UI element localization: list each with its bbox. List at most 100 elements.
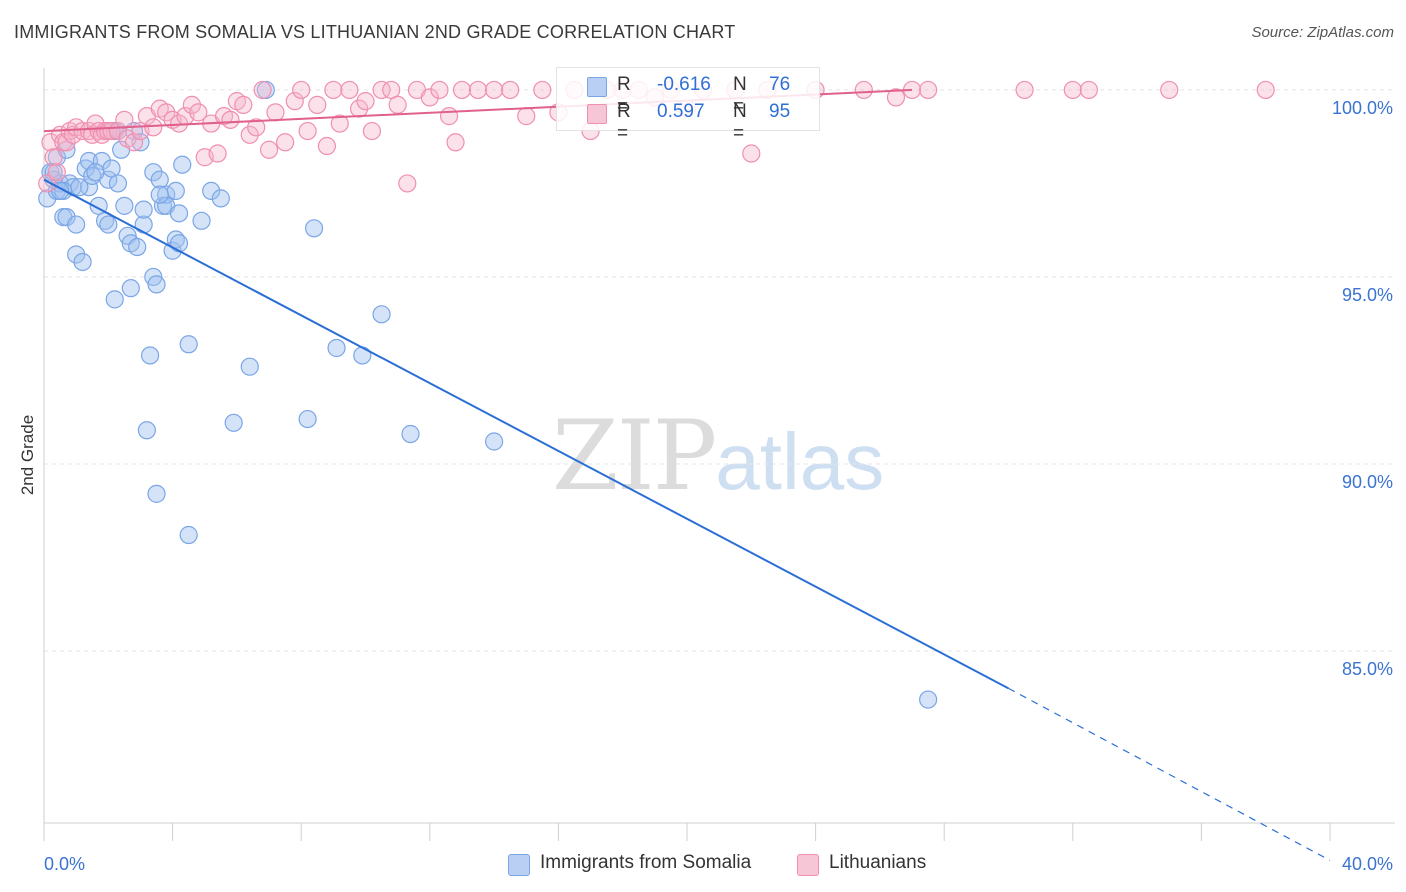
stats-legend: R = -0.616 N = 76 R = 0.597 N = 95 [556,67,820,144]
lithuanian-point [221,110,240,129]
somalia-point [134,200,153,219]
lithuanian-point [420,88,439,107]
legend-r-value-lithuanians: 0.597 [657,101,705,122]
watermark-zip: ZIP [552,400,717,512]
somalia-point [327,338,346,358]
lithuanian-point [57,133,76,152]
somalia-point [99,215,118,234]
somalia-point [163,241,182,260]
somalia-point [73,252,92,272]
lithuanian-point [1079,80,1098,100]
watermark-atlas: atlas [715,417,885,506]
x-tick-label: 40.0% [1342,854,1393,874]
somalia-point [144,163,163,182]
somalia-point [67,245,86,264]
lithuanian-point [285,92,304,111]
lithuanian-point [1063,80,1082,100]
bottom-legend-label-somalia: Immigrants from Somalia [540,852,752,873]
lithuanian-point [430,80,449,100]
somalia-point [169,234,189,253]
somalia-point [108,174,128,193]
legend-swatch-somalia [587,77,607,97]
lithuanian-point [1160,80,1179,100]
lithuanian-point [41,133,60,152]
somalia-trend-line [43,178,1009,690]
somalia-point [485,432,504,451]
lithuanian-point [452,80,472,100]
lithuanian-point [517,107,536,126]
somalia-point [86,163,105,182]
y-tick-label: 95.0% [1342,285,1393,305]
lithuanian-point [356,92,375,111]
somalia-point [115,196,134,215]
somalia-point [79,178,99,197]
somalia-point [192,211,211,230]
lithuanian-point [533,80,552,100]
lithuanian-point [919,80,938,100]
y-tick-label: 85.0% [1342,659,1393,679]
y-tick-label: 90.0% [1342,472,1393,492]
somalia-point [67,215,86,234]
somalia-point [179,525,198,545]
lithuanian-point [324,80,343,100]
legend-n-value-somalia: 76 [769,74,791,95]
lithuanian-point [388,95,407,114]
lithuanian-point [854,80,873,100]
lithuanian-point [240,125,259,144]
somalia-point [224,413,243,432]
somalia-point [147,275,166,294]
source-label: Source: ZipAtlas.com [1251,24,1394,41]
somalia-point [179,335,198,354]
somalia-point [173,155,192,174]
lithuanian-point [298,121,317,141]
somalia-point [121,279,140,298]
legend-r-label: R = [617,101,631,144]
lithuanian-point [308,95,327,114]
legend-swatch-lithuanians [587,104,607,124]
lithuanian-point [247,118,266,137]
y-tick-label: 100.0% [1332,98,1393,118]
lithuanian-point [1256,80,1275,100]
x-tick-label: 0.0% [44,854,85,874]
lithuanian-point [234,95,253,114]
bottom-legend-somalia: Immigrants from Somalia [508,852,752,876]
bottom-legend-swatch-lithuanians [797,854,819,876]
lithuanian-point [485,80,504,100]
somalia-point [169,204,189,223]
lithuanian-point [330,114,349,133]
lithuanian-point [189,103,208,122]
legend-n-label: N = [733,101,747,144]
somalia-point [401,424,420,444]
lithuanian-point [886,88,906,107]
lithuanian-point [124,133,144,152]
lithuanian-point [47,163,66,182]
lithuanian-point [1015,80,1034,100]
lithuanian-point [468,80,488,100]
lithuanian-point [501,80,520,100]
lithuanian-point [253,80,272,100]
somalia-point [166,181,185,201]
somalia-point [372,305,391,324]
legend-n-value-lithuanians: 95 [769,101,791,122]
somalia-point [211,189,230,208]
somalia-point [150,185,169,204]
somalia-point [79,151,99,171]
legend-n-label: N = [733,74,747,117]
lithuanian-point [259,140,279,159]
somalia-point [105,290,124,309]
lithuanian-point [44,148,63,167]
lithuanian-point [398,174,417,193]
somalia-point [304,219,324,238]
bottom-legend-label-lithuanians: Lithuanians [829,852,927,873]
lithuanian-point [157,103,176,122]
somalia-point [140,346,160,365]
watermark: ZIPatlas [552,400,884,512]
lithuanian-point [292,80,311,100]
lithuanian-point [115,110,134,129]
lithuanian-point [439,107,459,126]
lithuanian-point [362,121,382,141]
lithuanian-point [276,133,295,152]
legend-r-label: R = [617,74,631,117]
somalia-point [919,690,938,709]
